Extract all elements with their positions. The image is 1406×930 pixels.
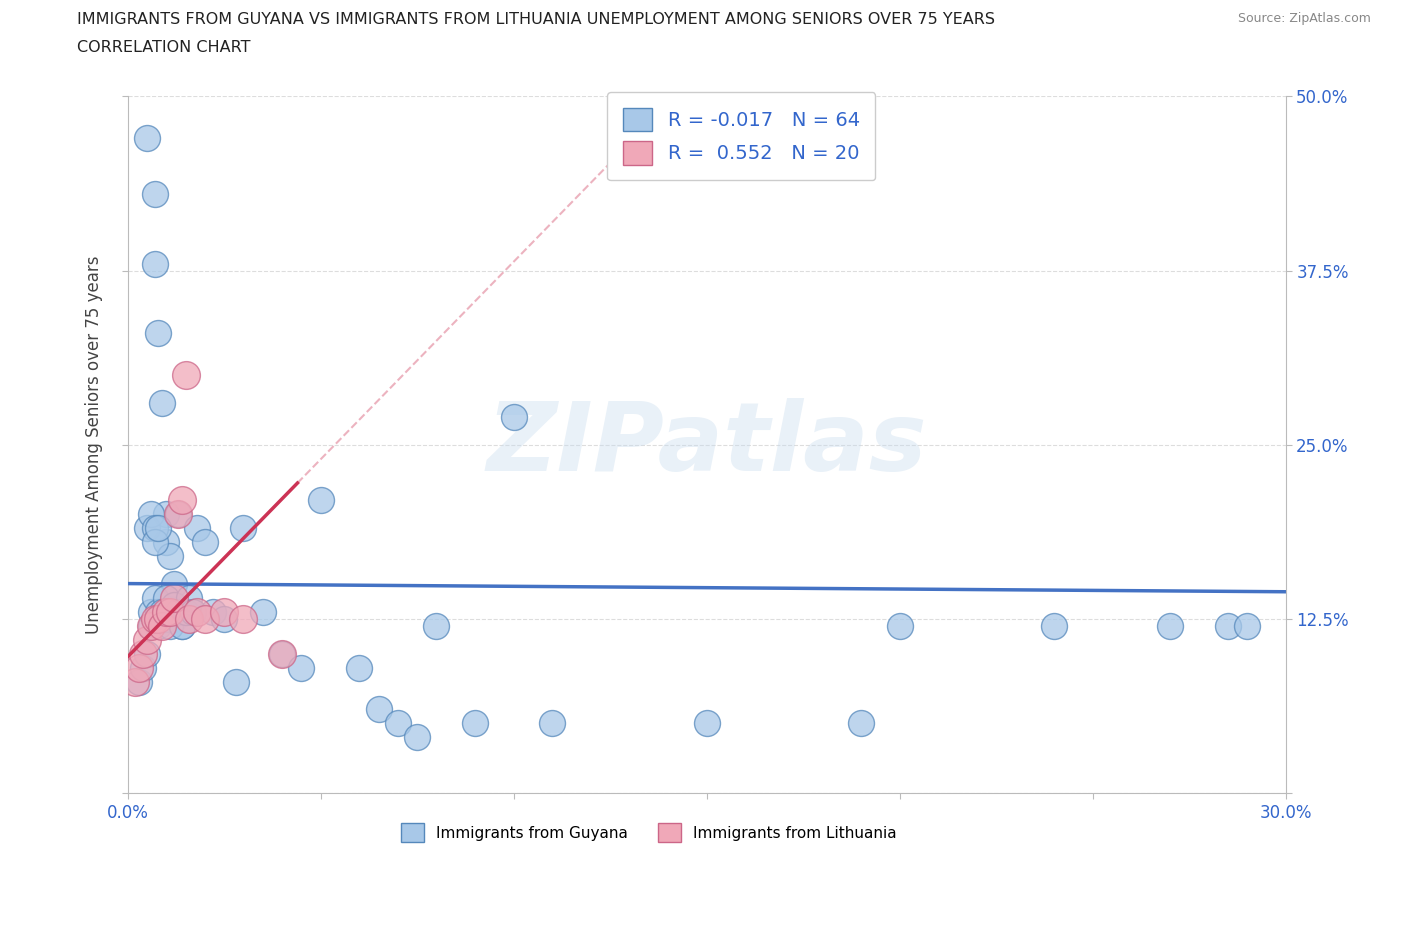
Point <box>143 521 166 536</box>
Point <box>174 367 197 382</box>
Point <box>170 493 193 508</box>
Point <box>159 618 181 633</box>
Point <box>155 604 177 619</box>
Point <box>135 646 157 661</box>
Point <box>150 395 173 410</box>
Point <box>135 632 157 647</box>
Point <box>150 618 173 633</box>
Point <box>170 618 193 633</box>
Point <box>186 521 208 536</box>
Point <box>406 730 429 745</box>
Point <box>143 535 166 550</box>
Point <box>1236 618 1258 633</box>
Point <box>148 521 170 536</box>
Point <box>201 604 224 619</box>
Y-axis label: Unemployment Among Seniors over 75 years: Unemployment Among Seniors over 75 years <box>86 256 103 634</box>
Point <box>159 604 181 619</box>
Point <box>541 716 564 731</box>
Point <box>159 549 181 564</box>
Point <box>502 409 524 424</box>
Point <box>166 604 188 619</box>
Point <box>155 612 177 627</box>
Point <box>148 612 170 627</box>
Point <box>179 591 201 605</box>
Point <box>159 604 181 619</box>
Point <box>139 618 162 633</box>
Point <box>290 660 312 675</box>
Point <box>166 507 188 522</box>
Text: ZIPatlas: ZIPatlas <box>486 398 927 491</box>
Point <box>155 507 177 522</box>
Point <box>143 591 166 605</box>
Point <box>148 326 170 340</box>
Point <box>150 612 173 627</box>
Point <box>155 535 177 550</box>
Point <box>124 674 146 689</box>
Point <box>155 591 177 605</box>
Point <box>163 577 186 591</box>
Point <box>132 660 155 675</box>
Point <box>889 618 911 633</box>
Point <box>232 521 254 536</box>
Point <box>464 716 486 731</box>
Point <box>163 591 186 605</box>
Point <box>170 618 193 633</box>
Point <box>232 612 254 627</box>
Point <box>194 612 217 627</box>
Point <box>135 521 157 536</box>
Point <box>128 660 150 675</box>
Point <box>1043 618 1066 633</box>
Point <box>1216 618 1239 633</box>
Point <box>128 674 150 689</box>
Point <box>166 604 188 619</box>
Point <box>252 604 274 619</box>
Point <box>148 604 170 619</box>
Point <box>849 716 872 731</box>
Point <box>367 702 389 717</box>
Point <box>166 507 188 522</box>
Point <box>163 598 186 613</box>
Point <box>139 507 162 522</box>
Point <box>163 612 186 627</box>
Point <box>194 535 217 550</box>
Point <box>148 618 170 633</box>
Text: IMMIGRANTS FROM GUYANA VS IMMIGRANTS FROM LITHUANIA UNEMPLOYMENT AMONG SENIORS O: IMMIGRANTS FROM GUYANA VS IMMIGRANTS FRO… <box>77 12 995 27</box>
Point <box>132 646 155 661</box>
Point <box>212 604 235 619</box>
Point <box>186 604 208 619</box>
Point <box>143 256 166 271</box>
Text: CORRELATION CHART: CORRELATION CHART <box>77 40 250 55</box>
Point <box>143 187 166 202</box>
Point <box>271 646 294 661</box>
Point <box>179 612 201 627</box>
Point <box>425 618 447 633</box>
Point <box>225 674 247 689</box>
Point <box>696 716 718 731</box>
Point <box>155 604 177 619</box>
Point <box>387 716 409 731</box>
Legend: Immigrants from Guyana, Immigrants from Lithuania: Immigrants from Guyana, Immigrants from … <box>395 817 903 848</box>
Point <box>174 604 197 619</box>
Point <box>150 604 173 619</box>
Point <box>1159 618 1181 633</box>
Point <box>181 604 204 619</box>
Point <box>139 618 162 633</box>
Point <box>309 493 332 508</box>
Point <box>143 612 166 627</box>
Point <box>349 660 371 675</box>
Point <box>271 646 294 661</box>
Point <box>135 131 157 146</box>
Text: Source: ZipAtlas.com: Source: ZipAtlas.com <box>1237 12 1371 25</box>
Point <box>212 612 235 627</box>
Point <box>139 604 162 619</box>
